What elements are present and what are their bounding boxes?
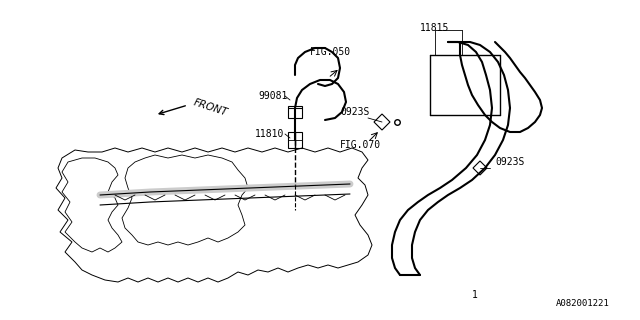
Text: FIG.050: FIG.050: [310, 47, 351, 57]
Text: 0923S: 0923S: [495, 157, 524, 167]
Text: 11815: 11815: [420, 23, 449, 33]
Text: FIG.070: FIG.070: [340, 140, 381, 150]
Text: A082001221: A082001221: [556, 299, 610, 308]
Text: 11810: 11810: [255, 129, 284, 139]
Text: FRONT: FRONT: [192, 98, 229, 118]
Text: 1: 1: [472, 290, 478, 300]
Bar: [288, 106, 302, 118]
Text: 0923S: 0923S: [340, 107, 369, 117]
Text: 99081: 99081: [258, 91, 287, 101]
Bar: [288, 132, 302, 148]
